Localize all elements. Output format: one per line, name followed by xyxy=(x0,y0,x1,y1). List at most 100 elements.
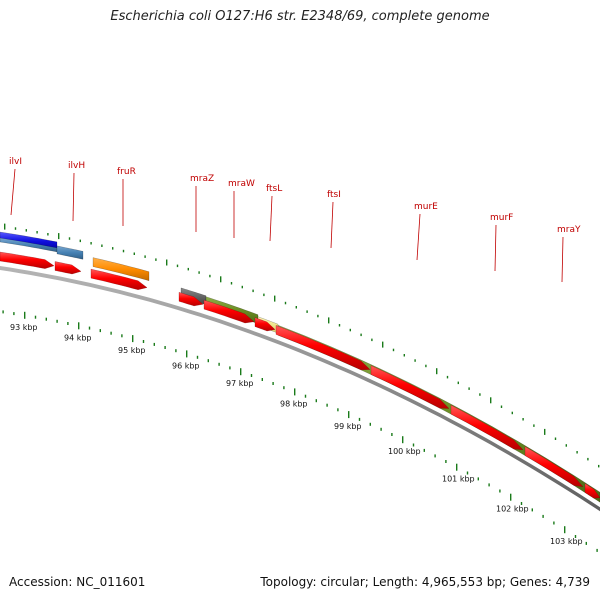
lower-tick xyxy=(229,366,231,370)
page-title: Escherichia coli O127:H6 str. E2348/69, … xyxy=(110,9,490,24)
gene-label: ilvI xyxy=(9,157,22,167)
upper-tick xyxy=(414,359,416,362)
lower-tick xyxy=(445,460,447,463)
kbp-label: 94 kbp xyxy=(64,333,92,342)
gene-label: ftsL xyxy=(266,184,282,194)
upper-tick xyxy=(4,223,6,230)
cds-arrow xyxy=(275,325,371,371)
upper-tick xyxy=(479,393,481,396)
upper-tick xyxy=(133,252,135,255)
accession-label: Accession: NC_011601 xyxy=(9,575,146,589)
gene-leader-line xyxy=(72,172,75,222)
upper-tick xyxy=(241,285,243,289)
lower-tick xyxy=(294,388,296,396)
upper-tick xyxy=(554,437,557,440)
kbp-label: 101 kbp xyxy=(442,475,475,484)
gene-leader-line xyxy=(416,213,421,261)
upper-tick xyxy=(392,348,395,352)
upper-tick xyxy=(338,324,341,327)
lower-tick xyxy=(564,526,566,534)
gene-label: fruR xyxy=(117,167,136,177)
lower-tick xyxy=(402,436,404,444)
lower-tick xyxy=(596,548,598,552)
lower-tick xyxy=(337,408,339,412)
lower-tick xyxy=(423,448,425,452)
upper-tick xyxy=(522,418,524,421)
lower-tick xyxy=(110,331,112,335)
upper-tick xyxy=(360,333,362,337)
lower-tick xyxy=(574,535,577,538)
kbp-label: 102 kbp xyxy=(496,505,529,514)
lower-tick xyxy=(45,317,47,321)
lower-tick xyxy=(261,378,263,381)
upper-tick xyxy=(533,424,535,427)
lower-tick xyxy=(456,463,458,471)
lower-tick xyxy=(272,382,274,385)
upper-tick xyxy=(187,267,189,271)
upper-tick xyxy=(306,310,308,313)
upper-tick xyxy=(500,405,503,408)
upper-tick xyxy=(90,242,92,245)
kbp-label: 103 kbp xyxy=(550,537,583,546)
upper-tick xyxy=(101,244,103,247)
upper-tick xyxy=(36,231,38,234)
lower-tick xyxy=(358,417,361,421)
lower-tick xyxy=(434,454,436,458)
gene-leader-line xyxy=(10,168,16,216)
kbp-label: 95 kbp xyxy=(118,346,146,355)
upper-tick xyxy=(263,293,265,297)
lower-tick xyxy=(466,471,469,475)
upper-tick xyxy=(252,289,254,293)
lower-tick xyxy=(499,489,501,493)
lower-tick xyxy=(164,346,166,349)
cds-arrow xyxy=(370,365,450,409)
upper-tick xyxy=(284,301,287,305)
upper-tick xyxy=(544,428,546,435)
gene-leader-line xyxy=(494,224,497,272)
lower-tick xyxy=(488,483,490,487)
cds-arrow xyxy=(450,404,524,451)
upper-tick xyxy=(446,375,449,379)
cds-arrow xyxy=(203,299,255,324)
upper-tick xyxy=(587,457,589,461)
lower-tick xyxy=(585,541,587,545)
lower-tick xyxy=(99,329,101,333)
upper-tick xyxy=(295,306,297,309)
upper-tick xyxy=(198,271,200,274)
upper-tick xyxy=(58,233,60,240)
genome-summary: Topology: circular; Length: 4,965,553 bp… xyxy=(260,575,590,589)
upper-tick xyxy=(490,397,492,404)
lower-tick xyxy=(121,334,123,338)
lower-tick xyxy=(175,349,177,353)
cds-arrow xyxy=(54,261,82,275)
lower-tick xyxy=(240,368,242,376)
lower-tick xyxy=(78,322,80,330)
cds-arrow xyxy=(90,268,148,290)
upper-tick xyxy=(25,229,27,232)
kbp-label: 97 kbp xyxy=(226,379,254,388)
backbone-line xyxy=(0,266,600,512)
gene-label: mraZ xyxy=(190,174,214,184)
lower-tick xyxy=(553,521,555,525)
lower-tick xyxy=(56,319,58,323)
gene-block-fruR xyxy=(92,257,150,282)
lower-tick xyxy=(153,342,155,346)
upper-tick xyxy=(403,354,405,357)
lower-tick xyxy=(531,508,533,512)
upper-tick xyxy=(209,274,211,278)
lower-tick xyxy=(88,326,91,330)
lower-tick xyxy=(24,311,26,319)
upper-tick xyxy=(425,364,427,368)
feature-layer xyxy=(0,231,600,512)
upper-tick xyxy=(79,239,81,243)
cds-arrow xyxy=(178,291,204,307)
lower-tick xyxy=(304,394,307,398)
kbp-label: 96 kbp xyxy=(172,361,200,370)
upper-tick xyxy=(349,328,351,332)
lower-tick xyxy=(196,355,199,359)
upper-tick xyxy=(598,464,600,468)
lower-tick xyxy=(315,399,317,403)
lower-tick xyxy=(13,312,15,316)
lower-tick xyxy=(2,310,4,314)
lower-tick xyxy=(369,422,371,426)
